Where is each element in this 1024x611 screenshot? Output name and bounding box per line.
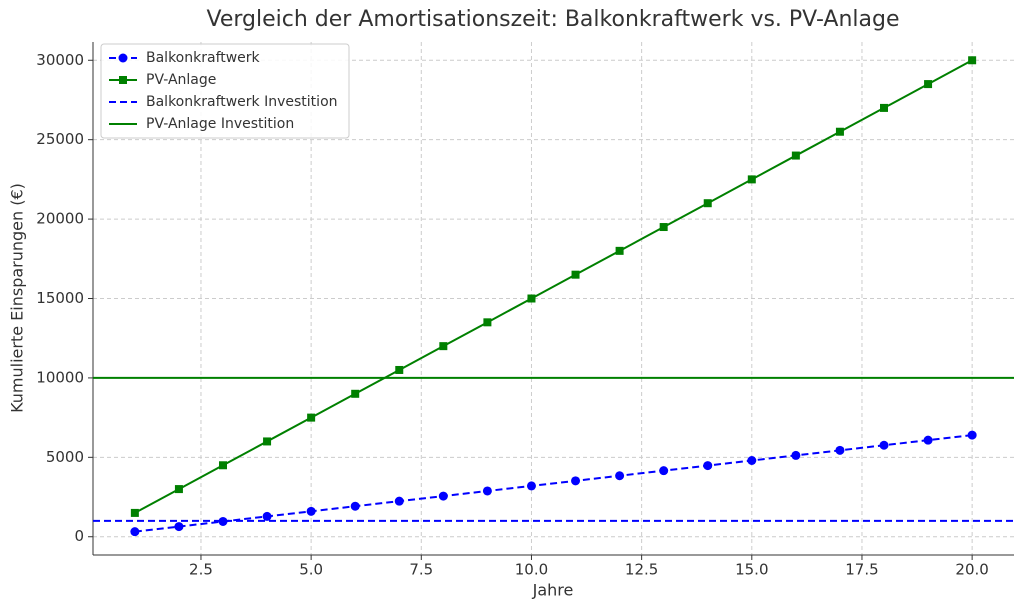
legend-box	[100, 43, 350, 139]
y-tick-label: 15000	[36, 289, 84, 307]
marker	[439, 342, 448, 351]
legend-marker	[118, 53, 128, 63]
marker	[438, 491, 448, 501]
marker	[218, 461, 227, 470]
marker	[351, 389, 360, 398]
marker	[967, 430, 977, 440]
x-tick-label: 17.5	[845, 561, 878, 579]
marker	[350, 501, 360, 511]
marker	[394, 496, 404, 506]
y-tick-label: 30000	[36, 51, 84, 69]
marker	[703, 461, 713, 471]
marker	[835, 127, 844, 136]
y-tick-label: 0	[74, 527, 84, 545]
x-tick-label: 15.0	[735, 561, 768, 579]
x-axis-label: Jahre	[532, 581, 574, 600]
marker	[482, 486, 492, 496]
marker	[571, 476, 581, 486]
legend-marker	[119, 76, 127, 84]
marker	[923, 435, 933, 445]
chart-title: Vergleich der Amortisationszeit: Balkonk…	[207, 7, 900, 32]
marker	[747, 175, 756, 184]
marker	[483, 318, 492, 327]
y-axis-label: Kumulierte Einsparungen (€)	[8, 183, 27, 413]
x-tick-label: 10.0	[515, 561, 548, 579]
legend-label: PV-Anlage Investition	[146, 116, 294, 132]
marker	[879, 440, 889, 450]
marker	[968, 56, 977, 65]
marker	[174, 522, 184, 532]
y-tick-label: 25000	[36, 130, 84, 148]
marker	[174, 485, 183, 494]
x-tick-label: 5.0	[299, 561, 323, 579]
marker	[306, 506, 316, 516]
marker	[924, 80, 933, 89]
marker	[703, 199, 712, 208]
marker	[791, 450, 801, 460]
x-tick-label: 2.5	[189, 561, 213, 579]
legend-label: Balkonkraftwerk Investition	[146, 94, 338, 110]
legend-label: Balkonkraftwerk	[146, 50, 261, 66]
marker	[130, 508, 139, 517]
series-line	[134, 434, 973, 533]
marker	[791, 151, 800, 160]
series-line	[134, 59, 973, 514]
marker	[263, 437, 272, 446]
marker	[262, 511, 272, 521]
marker	[526, 481, 536, 491]
marker	[880, 103, 889, 112]
marker	[659, 466, 669, 476]
marker	[527, 294, 536, 303]
y-tick-label: 10000	[36, 368, 84, 386]
y-tick-label: 20000	[36, 210, 84, 228]
x-tick-label: 20.0	[955, 561, 988, 579]
x-tick-label: 12.5	[625, 561, 658, 579]
marker	[218, 516, 228, 526]
marker	[307, 413, 316, 422]
marker	[615, 246, 624, 255]
y-tick-label: 5000	[46, 448, 84, 466]
marker	[571, 270, 580, 279]
marker	[835, 445, 845, 455]
marker	[130, 527, 140, 537]
marker	[615, 471, 625, 481]
marker	[747, 456, 757, 465]
marker	[659, 223, 668, 232]
marker	[395, 365, 404, 374]
legend-label: PV-Anlage	[146, 72, 216, 88]
x-tick-label: 7.5	[409, 561, 433, 579]
